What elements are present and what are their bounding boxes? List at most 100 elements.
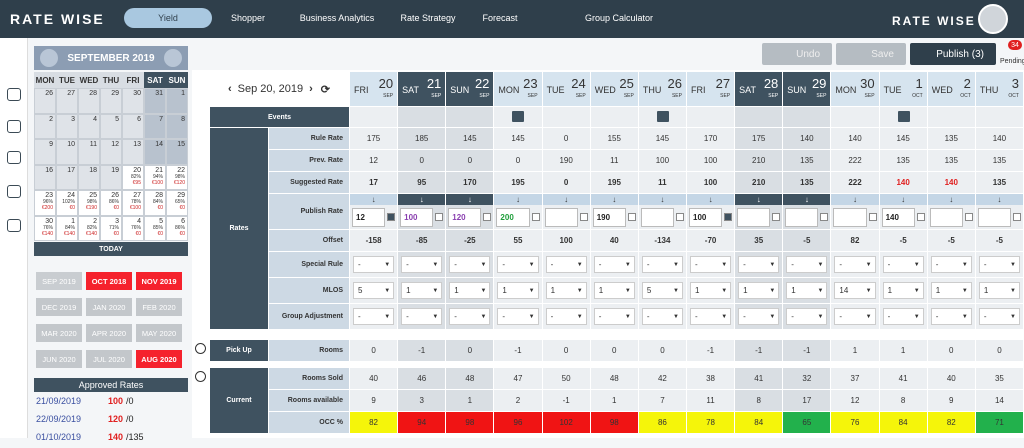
publish-input[interactable]: 120 <box>448 208 482 227</box>
month-button[interactable]: OCT 2018 <box>86 272 132 290</box>
calendar-day[interactable]: 4 76% €0 <box>122 215 144 241</box>
calendar-day[interactable]: 9 <box>34 139 56 165</box>
select[interactable]: - ▼ <box>593 256 635 273</box>
publish-input[interactable] <box>737 208 771 227</box>
calendar-day[interactable]: 15 <box>166 139 188 165</box>
publish-input[interactable] <box>929 208 963 227</box>
select[interactable]: 5 ▼ <box>353 282 395 299</box>
nav-item[interactable]: Business Analytics <box>299 13 375 23</box>
next-month[interactable] <box>164 49 182 67</box>
calendar-day[interactable]: 28 84% €0 <box>144 190 166 216</box>
publish-check[interactable] <box>435 213 444 221</box>
calendar-day[interactable]: 23 96% €200 <box>34 190 56 216</box>
select[interactable]: - ▼ <box>545 308 587 325</box>
select[interactable]: 1 ▼ <box>786 282 828 299</box>
calendar-day[interactable]: 5 <box>100 113 122 139</box>
section-toggle[interactable] <box>195 343 206 354</box>
publish-input[interactable]: 190 <box>592 208 626 227</box>
select[interactable]: - ▼ <box>930 256 972 273</box>
publish-input[interactable] <box>544 208 578 227</box>
calendar-day[interactable]: 2 <box>34 113 56 139</box>
publish-input[interactable]: 140 <box>881 208 915 227</box>
calendar-day[interactable]: 16 <box>34 164 56 190</box>
publish-check[interactable] <box>579 213 588 221</box>
publish-check[interactable] <box>675 213 684 221</box>
nav-item[interactable]: Yield <box>124 8 212 28</box>
select[interactable]: - ▼ <box>353 308 395 325</box>
publish-check[interactable] <box>531 213 540 221</box>
publish-check[interactable] <box>916 213 925 221</box>
publish-check[interactable] <box>868 213 877 221</box>
calendar-day[interactable]: 3 <box>56 113 78 139</box>
calendar-day[interactable]: 12 <box>100 139 122 165</box>
undo-button[interactable]: Undo <box>762 43 832 65</box>
calendar-day[interactable]: 27 78% €100 <box>122 190 144 216</box>
calendar-day[interactable]: 10 <box>56 139 78 165</box>
calendar-day[interactable]: 8 <box>166 113 188 139</box>
select[interactable]: - ▼ <box>497 256 539 273</box>
month-button[interactable]: DEC 2019 <box>36 298 82 316</box>
select[interactable]: - ▼ <box>690 308 732 325</box>
calendar-day[interactable]: 6 <box>122 113 144 139</box>
select[interactable]: 1 ▼ <box>497 282 539 299</box>
calendar-day[interactable]: 24 102% €0 <box>56 190 78 216</box>
select[interactable]: 1 ▼ <box>690 282 732 299</box>
select[interactable]: - ▼ <box>641 308 683 325</box>
section-toggle[interactable] <box>195 371 206 382</box>
select[interactable]: - ▼ <box>353 256 395 273</box>
select[interactable]: 1 ▼ <box>738 282 780 299</box>
select[interactable]: 1 ▼ <box>882 282 924 299</box>
calendar-day[interactable]: 1 <box>166 88 188 114</box>
select[interactable]: - ▼ <box>834 256 876 273</box>
calendar-day[interactable]: 6 86% €0 <box>166 215 188 241</box>
publish-input[interactable] <box>640 208 674 227</box>
nav-icon[interactable] <box>7 185 21 198</box>
nav-item[interactable]: Rate Strategy <box>400 13 456 23</box>
publish-input[interactable]: 12 <box>352 208 386 227</box>
select[interactable]: - ▼ <box>882 256 924 273</box>
select[interactable]: 14 ▼ <box>834 282 876 299</box>
publish-button[interactable]: Publish (3) <box>910 43 996 65</box>
select[interactable]: 1 ▼ <box>545 282 587 299</box>
select[interactable]: - ▼ <box>978 256 1020 273</box>
select[interactable]: 1 ▼ <box>401 282 443 299</box>
nav-item[interactable]: Forecast <box>482 13 518 23</box>
publish-input[interactable]: 100 <box>689 208 723 227</box>
select[interactable]: - ▼ <box>449 308 491 325</box>
nav-icon[interactable] <box>7 88 21 101</box>
select[interactable]: - ▼ <box>401 256 443 273</box>
calendar-day[interactable]: 27 <box>56 88 78 114</box>
event-icon[interactable] <box>656 111 669 122</box>
calendar-day[interactable]: 30 <box>122 88 144 114</box>
publish-input[interactable]: 200 <box>496 208 530 227</box>
select[interactable]: - ▼ <box>834 308 876 325</box>
month-button[interactable]: MAY 2020 <box>136 324 182 342</box>
month-button[interactable]: FEB 2020 <box>136 298 182 316</box>
calendar-day[interactable]: 21 94% €100 <box>144 164 166 190</box>
event-icon[interactable] <box>897 111 910 122</box>
select[interactable]: - ▼ <box>738 256 780 273</box>
month-button[interactable]: JAN 2020 <box>86 298 132 316</box>
calendar-day[interactable]: 30 76% €140 <box>34 215 56 241</box>
calendar-day[interactable]: 26 86% €0 <box>100 190 122 216</box>
calendar-day[interactable]: 25 98% €190 <box>78 190 100 216</box>
calendar-day[interactable]: 19 <box>100 164 122 190</box>
select[interactable]: - ▼ <box>545 256 587 273</box>
select[interactable]: - ▼ <box>786 308 828 325</box>
calendar-day[interactable]: 28 <box>78 88 100 114</box>
publish-check[interactable] <box>387 213 396 221</box>
select[interactable]: - ▼ <box>449 256 491 273</box>
select[interactable]: - ▼ <box>401 308 443 325</box>
month-button[interactable]: APR 2020 <box>86 324 132 342</box>
calendar-day[interactable]: 14 <box>144 139 166 165</box>
calendar-day[interactable]: 29 <box>100 88 122 114</box>
select[interactable]: - ▼ <box>497 308 539 325</box>
avatar[interactable] <box>978 4 1008 34</box>
nav-icon[interactable] <box>7 120 21 133</box>
publish-input[interactable] <box>833 208 867 227</box>
select[interactable]: - ▼ <box>593 308 635 325</box>
month-button[interactable]: NOV 2019 <box>136 272 182 290</box>
month-button[interactable]: JUN 2020 <box>36 350 82 368</box>
calendar-day[interactable]: 11 <box>78 139 100 165</box>
select[interactable]: 1 ▼ <box>978 282 1020 299</box>
